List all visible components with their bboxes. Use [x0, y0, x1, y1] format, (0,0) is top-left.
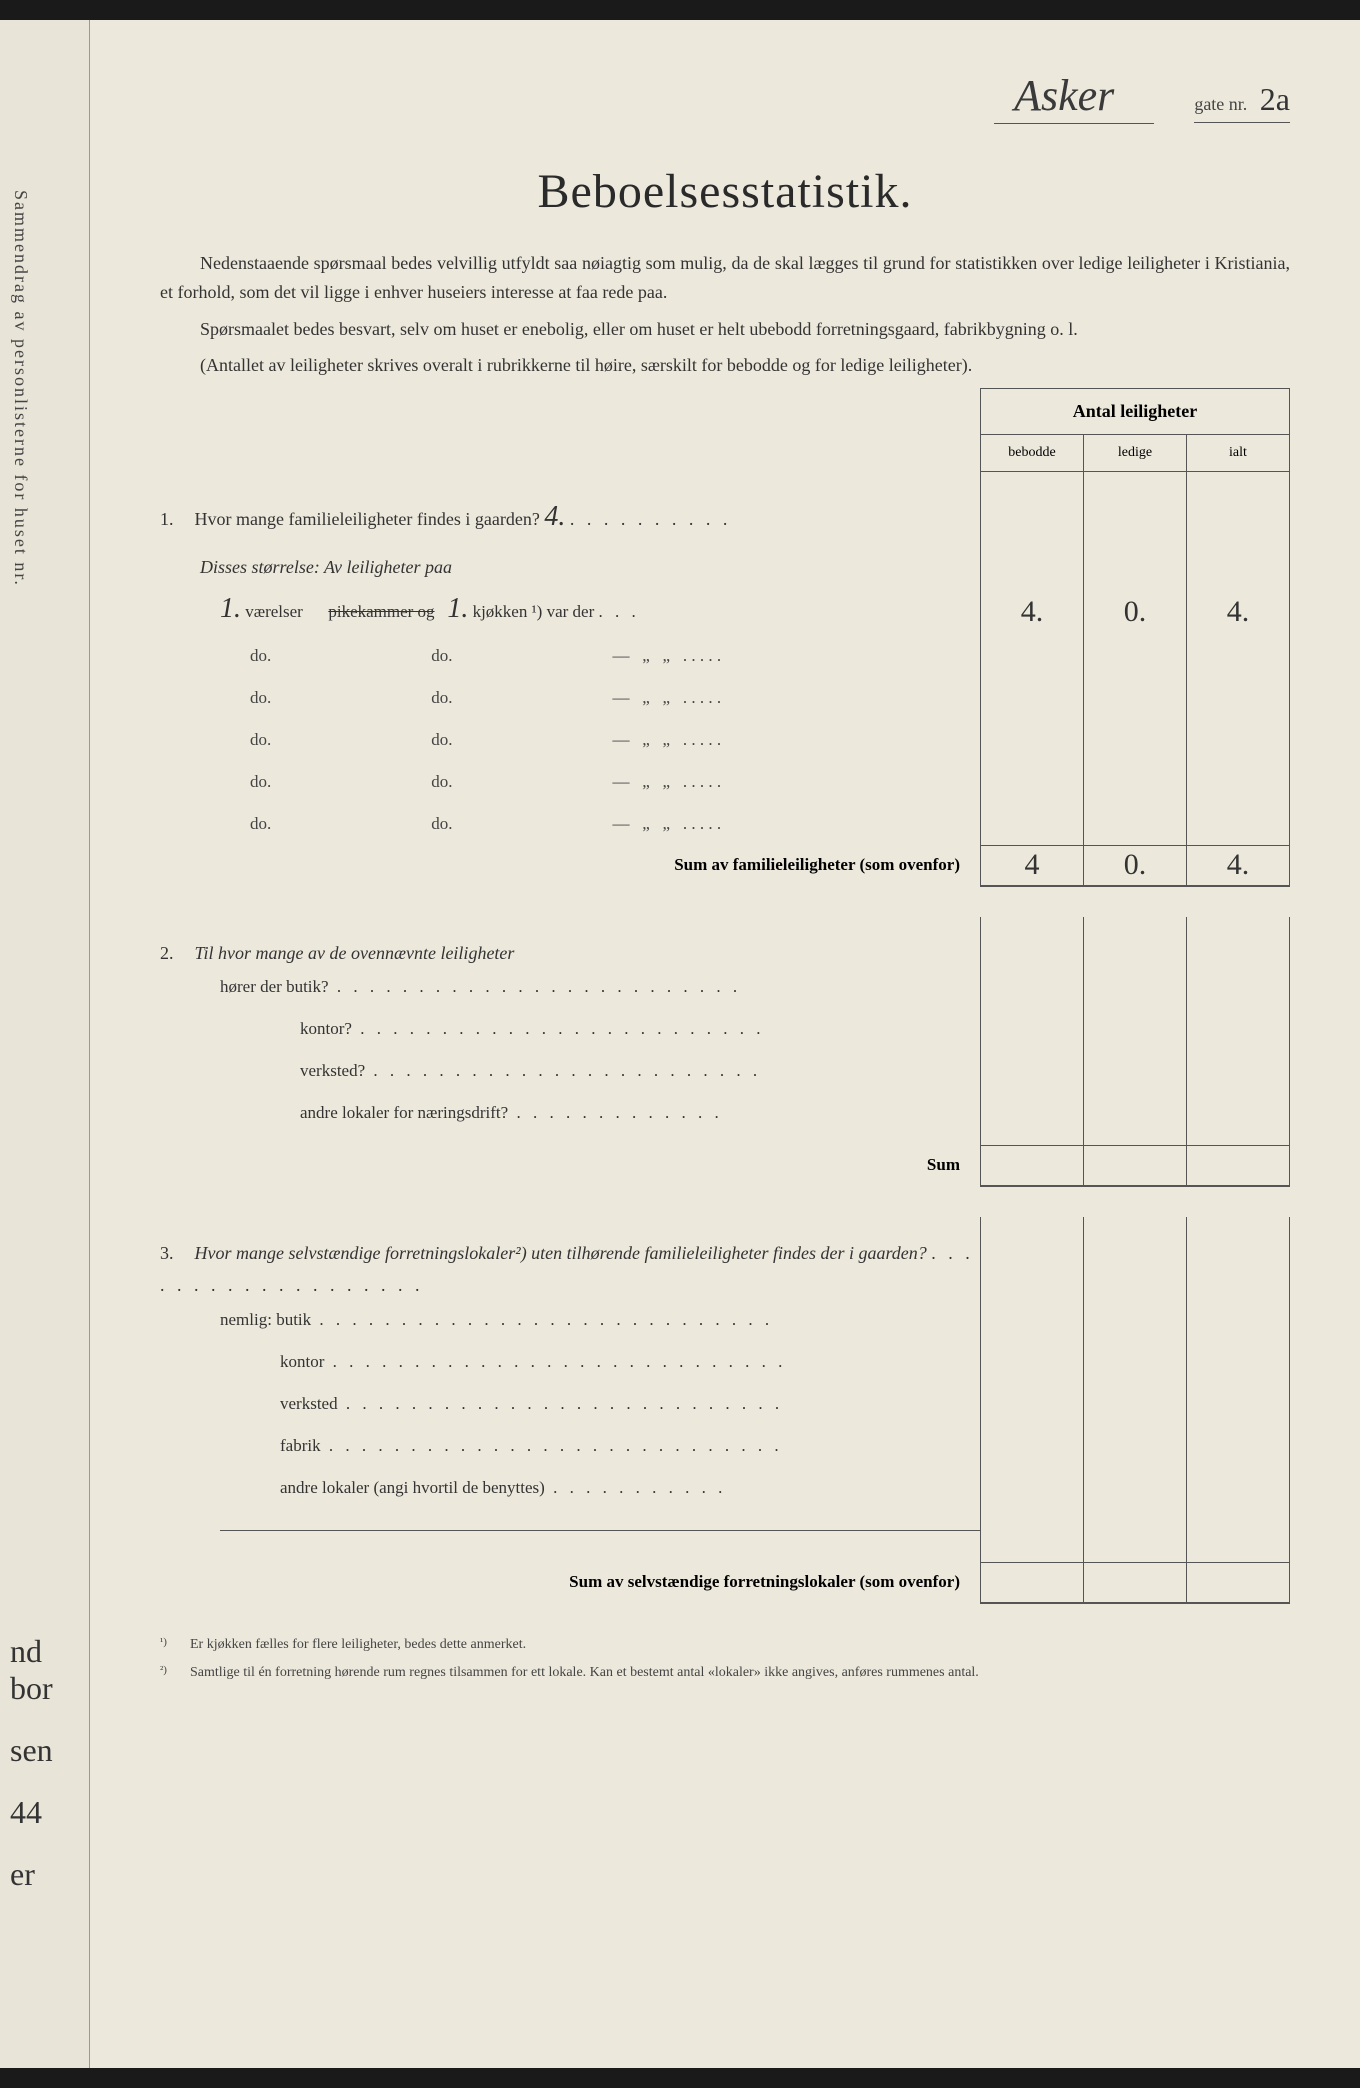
q1-sub: Disses størrelse: Av leiligheter paa	[200, 557, 452, 577]
margin-note-1: nd bor	[10, 1633, 89, 1707]
do-row-2: do.do.— „ „ . . . . .	[160, 677, 1290, 719]
footnote-2: ²) Samtlige til én forretning hørende ru…	[160, 1662, 1290, 1684]
q3-r4: fabrik . . . . . . . . . . . . . . . . .…	[160, 1436, 1290, 1478]
left-handwriting: nd bor sen 44 er	[10, 1633, 89, 1918]
col-ledige: ledige	[1084, 435, 1187, 471]
cell-r1-c3: 4.	[1187, 593, 1289, 635]
antal-header: Antal leiligheter	[981, 389, 1289, 435]
q2-r2: kontor? . . . . . . . . . . . . . . . . …	[160, 1019, 1290, 1061]
footnote-1: ¹) Er kjøkken fælles for flere leilighet…	[160, 1634, 1290, 1656]
cell-r1-c1: 4.	[981, 593, 1084, 635]
gate-label-container: gate nr. 2a	[1194, 81, 1290, 123]
do-row-1: do.do.— „ „ . . . . .	[160, 635, 1290, 677]
margin-note-4: er	[10, 1856, 89, 1893]
sum-c3: 4.	[1187, 846, 1289, 885]
q3-header: 3. Hvor mange selvstændige forretningslo…	[160, 1217, 1290, 1310]
pikekammer-strike: pikekammer og	[328, 602, 434, 621]
gate-label: gate nr.	[1194, 94, 1247, 114]
q2-text: 2. Til hvor mange av de ovennævnte leili…	[160, 937, 980, 969]
sum-c2: 0.	[1084, 846, 1187, 885]
sum-c1: 4	[981, 846, 1084, 885]
intro-p1: Nedenstaaende spørsmaal bedes velvillig …	[160, 249, 1290, 307]
q3-blank	[160, 1520, 1290, 1562]
table-header-row: Antal leiligheter bebodde ledige ialt	[160, 388, 1290, 472]
do-row-5: do.do.— „ „ . . . . .	[160, 803, 1290, 845]
col-bebodde: bebodde	[981, 435, 1084, 471]
q3-r5: andre lokaler (angi hvortil de benyttes)…	[160, 1478, 1290, 1520]
q2-sum: Sum	[160, 1145, 1290, 1187]
document-title: Beboelsesstatistik.	[160, 164, 1290, 219]
do-row-3: do.do.— „ „ . . . . .	[160, 719, 1290, 761]
vaerelser-num: 1.	[220, 593, 241, 624]
q1-answer: 4.	[544, 501, 565, 532]
count-table-header: Antal leiligheter bebodde ledige ialt	[980, 388, 1290, 472]
left-margin-strip: Sammendrag av personlisterne for huset n…	[0, 20, 90, 2068]
q3-r2: kontor . . . . . . . . . . . . . . . . .…	[160, 1352, 1290, 1394]
q1-detail-row: 1. værelser pikekammer og 1. kjøkken ¹) …	[160, 593, 1290, 635]
do-row-4: do.do.— „ „ . . . . .	[160, 761, 1290, 803]
intro-p2: Spørsmaalet bedes besvart, selv om huset…	[160, 315, 1290, 344]
gate-number: 2a	[1252, 81, 1290, 117]
footnotes: ¹) Er kjøkken fælles for flere leilighet…	[160, 1634, 1290, 1685]
q2-r4: andre lokaler for næringsdrift? . . . . …	[160, 1103, 1290, 1145]
margin-note-2: sen	[10, 1732, 89, 1769]
cell-r1-c2: 0.	[1084, 593, 1187, 635]
q3-r3: verksted . . . . . . . . . . . . . . . .…	[160, 1394, 1290, 1436]
q3-sum: Sum av selvstændige forretningslokaler (…	[160, 1562, 1290, 1604]
q1-data-cells: 4. 0. 4.	[980, 593, 1290, 635]
q1-sub-row: Disses størrelse: Av leiligheter paa	[160, 551, 1290, 593]
q1-sum-row: Sum av familieleiligheter (som ovenfor) …	[160, 845, 1290, 887]
q1-row: 1. Hvor mange familieleiligheter findes …	[160, 472, 1290, 550]
street-name: Asker	[994, 70, 1154, 124]
q2-r3: verksted? . . . . . . . . . . . . . . . …	[160, 1061, 1290, 1103]
q3-r1: nemlig: butik . . . . . . . . . . . . . …	[160, 1310, 1290, 1352]
main-document: Asker gate nr. 2a Beboelsesstatistik. Ne…	[90, 20, 1360, 2068]
q2-header: 2. Til hvor mange av de ovennævnte leili…	[160, 917, 1290, 977]
intro-p3: (Antallet av leiligheter skrives overalt…	[160, 351, 1290, 380]
q1-text: 1. Hvor mange familieleiligheter findes …	[160, 492, 980, 542]
q3-text: 3. Hvor mange selvstændige forretningslo…	[160, 1237, 980, 1302]
q1-sum-label: Sum av familieleiligheter (som ovenfor)	[674, 855, 960, 874]
q2-r1: hører der butik? . . . . . . . . . . . .…	[160, 977, 1290, 1019]
vertical-margin-text: Sammendrag av personlisterne for huset n…	[10, 190, 31, 587]
margin-note-3: 44	[10, 1794, 89, 1831]
header-line: Asker gate nr. 2a	[160, 70, 1290, 124]
kjokken-num: 1.	[447, 593, 468, 624]
col-ialt: ialt	[1187, 435, 1289, 471]
page-container: Sammendrag av personlisterne for huset n…	[0, 20, 1360, 2068]
